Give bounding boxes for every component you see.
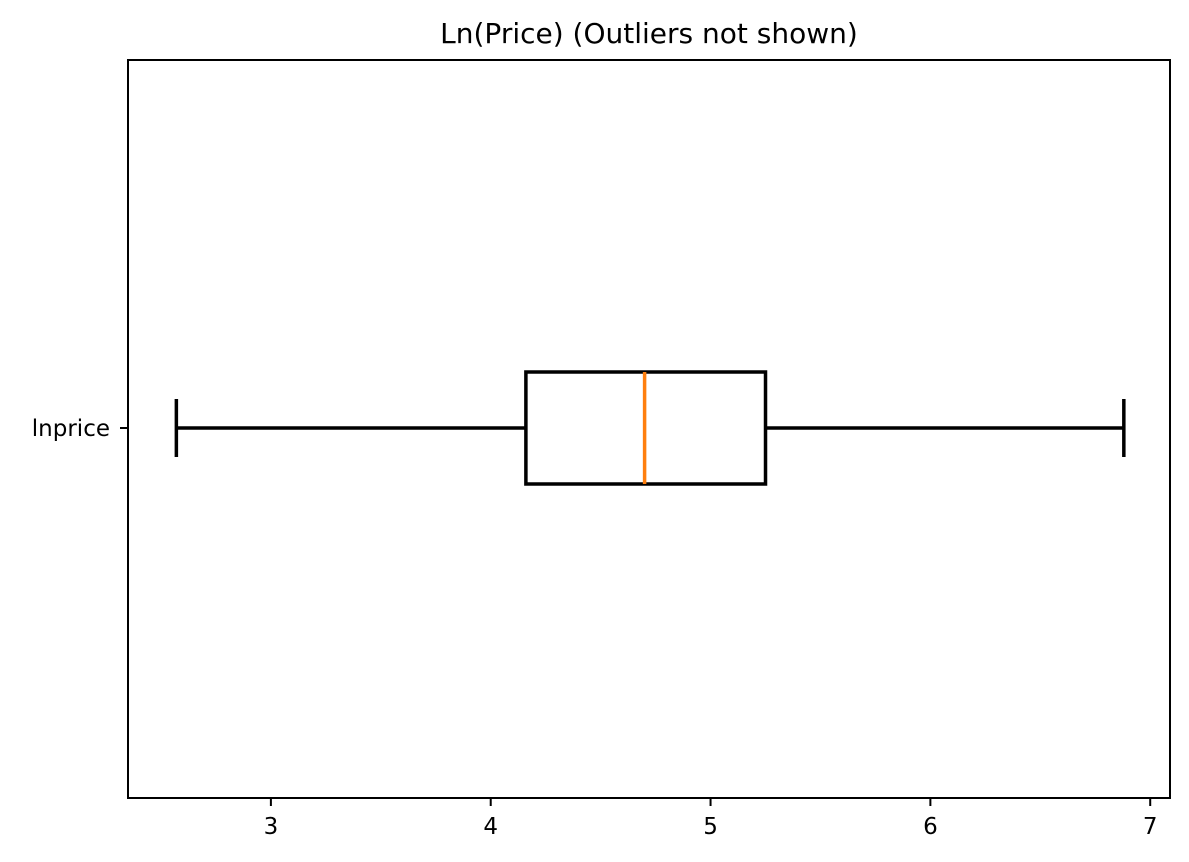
box-group: [174, 370, 1126, 486]
x-tick-label: 5: [703, 814, 718, 840]
x-axis: 3 4 5 6 7: [264, 798, 1158, 840]
y-axis: lnprice: [32, 416, 128, 442]
x-tick-label: 7: [1143, 814, 1158, 840]
x-tick-label: 4: [483, 814, 498, 840]
box-lnprice: [174, 370, 1126, 486]
chart-title: Ln(Price) (Outliers not shown): [440, 17, 858, 50]
x-tick-label: 6: [923, 814, 938, 840]
y-tick-label: lnprice: [32, 416, 110, 442]
x-tick-label: 3: [264, 814, 279, 840]
